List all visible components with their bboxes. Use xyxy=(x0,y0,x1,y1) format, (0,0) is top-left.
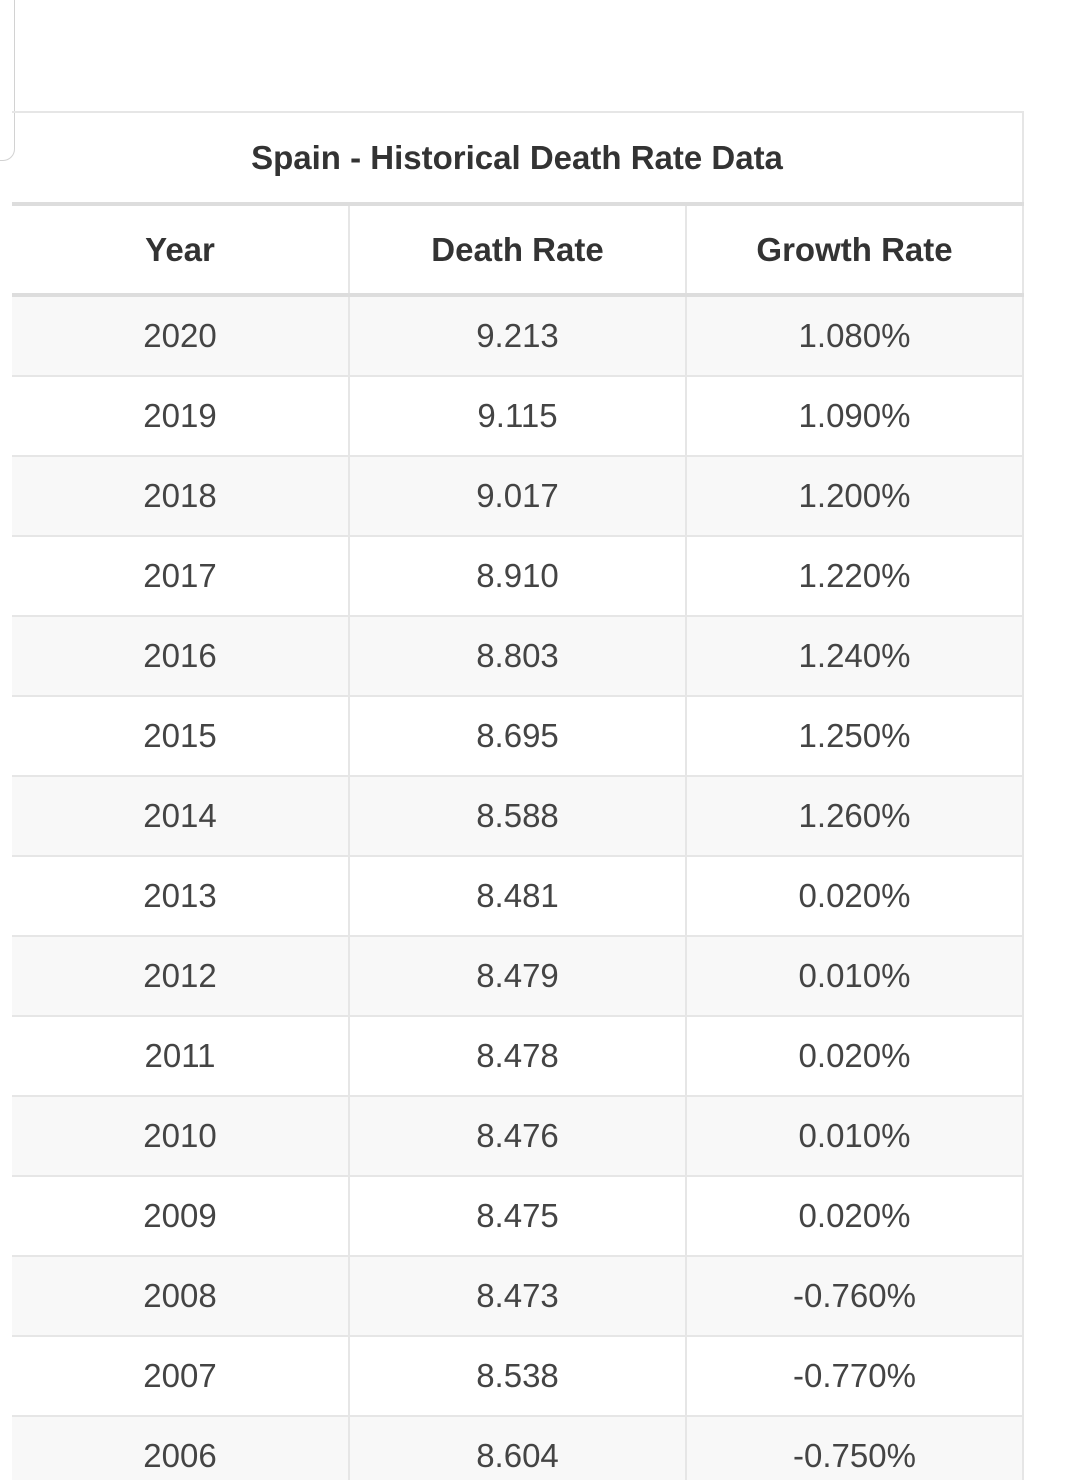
table-row: 2019 9.115 1.090% xyxy=(12,376,1025,457)
death-rate-cell: 9.213 xyxy=(348,295,687,377)
table-row: 2006 8.604 -0.750% xyxy=(12,1416,1025,1480)
table-row: 2018 9.017 1.200% xyxy=(12,456,1025,537)
table-row: 2007 8.538 -0.770% xyxy=(12,1336,1025,1417)
table-row: 2012 8.479 0.010% xyxy=(12,936,1025,1017)
year-cell: 2017 xyxy=(12,536,350,617)
column-header-growth-rate[interactable]: Growth Rate xyxy=(684,204,1025,297)
death-rate-cell: 8.604 xyxy=(348,1416,687,1480)
growth-rate-cell: 0.010% xyxy=(684,936,1025,1017)
growth-rate-cell: 1.090% xyxy=(684,376,1025,457)
death-rate-cell: 8.803 xyxy=(348,616,687,697)
year-cell: 2018 xyxy=(12,456,350,537)
table-title-row: Spain - Historical Death Rate Data xyxy=(12,111,1025,206)
year-cell: 2008 xyxy=(12,1256,350,1337)
table-row: 2011 8.478 0.020% xyxy=(12,1016,1025,1097)
year-cell: 2010 xyxy=(12,1096,350,1177)
table-row: 2010 8.476 0.010% xyxy=(12,1096,1025,1177)
table-row: 2014 8.588 1.260% xyxy=(12,776,1025,857)
growth-rate-cell: 0.020% xyxy=(684,1016,1025,1097)
death-rate-cell: 8.910 xyxy=(348,536,687,617)
year-cell: 2019 xyxy=(12,376,350,457)
growth-rate-cell: 1.220% xyxy=(684,536,1025,617)
table-row: 2015 8.695 1.250% xyxy=(12,696,1025,777)
growth-rate-cell: 0.020% xyxy=(684,1176,1025,1257)
column-header-year[interactable]: Year xyxy=(12,204,350,297)
table-row: 2008 8.473 -0.760% xyxy=(12,1256,1025,1337)
column-header-row: Year Death Rate Growth Rate xyxy=(12,204,1025,297)
growth-rate-cell: 1.250% xyxy=(684,696,1025,777)
growth-rate-cell: -0.750% xyxy=(684,1416,1025,1480)
table-row: 2009 8.475 0.020% xyxy=(12,1176,1025,1257)
death-rate-cell: 9.017 xyxy=(348,456,687,537)
death-rate-cell: 8.478 xyxy=(348,1016,687,1097)
death-rate-cell: 9.115 xyxy=(348,376,687,457)
death-rate-cell: 8.588 xyxy=(348,776,687,857)
death-rate-cell: 8.695 xyxy=(348,696,687,777)
column-header-death-rate[interactable]: Death Rate xyxy=(348,204,687,297)
death-rate-cell: 8.538 xyxy=(348,1336,687,1417)
year-cell: 2020 xyxy=(12,295,350,377)
death-rate-cell: 8.473 xyxy=(348,1256,687,1337)
growth-rate-cell: 0.010% xyxy=(684,1096,1025,1177)
growth-rate-cell: 0.020% xyxy=(684,856,1025,937)
table-row: 2016 8.803 1.240% xyxy=(12,616,1025,697)
growth-rate-cell: -0.760% xyxy=(684,1256,1025,1337)
growth-rate-cell: -0.770% xyxy=(684,1336,1025,1417)
growth-rate-cell: 1.260% xyxy=(684,776,1025,857)
death-rate-cell: 8.476 xyxy=(348,1096,687,1177)
year-cell: 2011 xyxy=(12,1016,350,1097)
table-title: Spain - Historical Death Rate Data xyxy=(12,111,1025,206)
year-cell: 2015 xyxy=(12,696,350,777)
death-rate-table: Spain - Historical Death Rate Data Year … xyxy=(12,111,1025,1480)
table-body: 2020 9.213 1.080% 2019 9.115 1.090% 2018 9.017 1… xyxy=(12,295,1025,1480)
growth-rate-cell: 1.080% xyxy=(684,295,1025,377)
year-cell: 2009 xyxy=(12,1176,350,1257)
death-rate-cell: 8.481 xyxy=(348,856,687,937)
death-rate-cell: 8.475 xyxy=(348,1176,687,1257)
year-cell: 2014 xyxy=(12,776,350,857)
year-cell: 2013 xyxy=(12,856,350,937)
year-cell: 2006 xyxy=(12,1416,350,1480)
death-rate-cell: 8.479 xyxy=(348,936,687,1017)
year-cell: 2016 xyxy=(12,616,350,697)
year-cell: 2012 xyxy=(12,936,350,1017)
growth-rate-cell: 1.200% xyxy=(684,456,1025,537)
table-row: 2017 8.910 1.220% xyxy=(12,536,1025,617)
table-row: 2020 9.213 1.080% xyxy=(12,295,1025,377)
growth-rate-cell: 1.240% xyxy=(684,616,1025,697)
year-cell: 2007 xyxy=(12,1336,350,1417)
table-row: 2013 8.481 0.020% xyxy=(12,856,1025,937)
death-rate-table-container[interactable]: Spain - Historical Death Rate Data Year … xyxy=(12,111,1025,1480)
